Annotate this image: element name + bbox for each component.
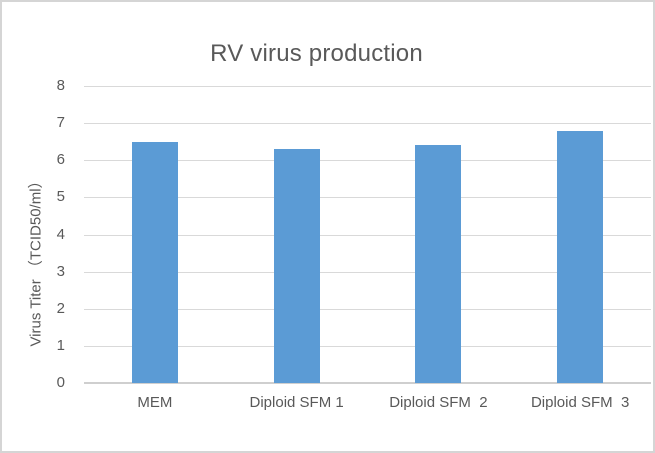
y-tick-label: 0 <box>56 374 65 391</box>
y-tick-label: 7 <box>56 114 65 131</box>
x-axis-category-labels: MEM Diploid SFM 1 Diploid SFM 2 Diploid SFM… <box>84 393 651 413</box>
y-tick-label: 1 <box>56 337 65 354</box>
horizontal-gridline <box>84 160 651 161</box>
x-category-label: Diploid SFM 3 <box>530 394 630 411</box>
y-tick-label: 5 <box>56 188 65 205</box>
horizontal-gridline <box>84 123 651 124</box>
bar-diploid-sfm-1 <box>274 149 320 383</box>
horizontal-gridline <box>84 86 651 87</box>
y-tick-label: 3 <box>56 263 65 280</box>
horizontal-gridline <box>84 346 651 347</box>
y-tick-label: 2 <box>56 300 65 317</box>
horizontal-gridline <box>84 235 651 236</box>
y-tick-label: 8 <box>56 77 65 94</box>
chart-title: RV virus production <box>210 40 423 67</box>
x-category-label: Diploid SFM 1 <box>249 394 344 411</box>
y-tick-label: 4 <box>56 226 65 243</box>
bar-diploid-sfm-2 <box>415 145 461 383</box>
bar-diploid-sfm-3 <box>557 131 603 383</box>
x-category-label: Diploid SFM 2 <box>389 394 488 411</box>
horizontal-gridline <box>84 272 651 273</box>
horizontal-gridline <box>84 197 651 198</box>
bar-mem <box>132 142 178 383</box>
horizontal-gridline <box>84 309 651 310</box>
x-axis-line <box>84 382 651 384</box>
x-category-label: MEM <box>137 394 173 411</box>
plot-area <box>84 86 651 384</box>
y-tick-label: 6 <box>56 151 65 168</box>
